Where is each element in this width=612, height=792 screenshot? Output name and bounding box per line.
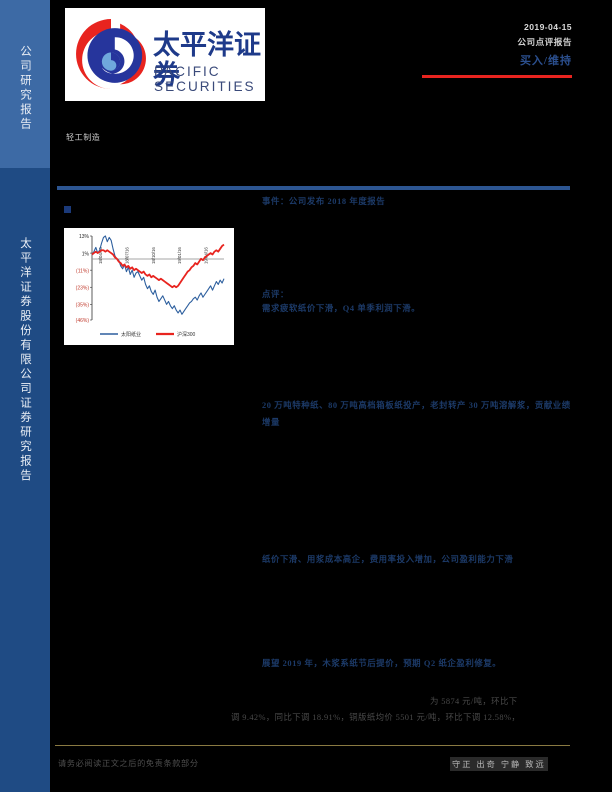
logo-chinese-name: 太平洋证券	[153, 30, 261, 90]
sidebar-bottom-label: 太平洋证券股份有限公司证券研究报告	[19, 236, 31, 484]
sidebar-section-bottom	[0, 168, 50, 792]
margin-paragraph: 纸价下滑、用浆成本高企，费用率投入增加，公司盈利能力下滑	[262, 555, 514, 564]
header-accent-line	[422, 75, 572, 78]
svg-text:沪深300: 沪深300	[177, 331, 196, 338]
header-meta: 2019-04-15 公司点评报告 买入/维持	[362, 22, 572, 68]
svg-text:18/04/16: 18/04/16	[98, 247, 103, 264]
industry-label: 轻工制造	[66, 133, 101, 142]
report-date: 2019-04-15	[524, 22, 572, 32]
svg-text:19/04/16: 19/04/16	[204, 247, 209, 264]
outlook-paragraph: 展望 2019 年，木浆系纸节后提价，预期 Q2 纸企盈利修复。	[262, 659, 502, 668]
stock-performance-chart: 13% 1% (11%) (23%) (35%) (46%) 18/04/16 18/07/…	[64, 228, 234, 345]
svg-text:(23%): (23%)	[76, 285, 90, 291]
company-logo: 太平洋证券 PACIFIC SECURITIES	[65, 8, 265, 101]
svg-text:19/01/16: 19/01/16	[177, 247, 182, 264]
pacific-securities-logo-icon	[76, 19, 146, 89]
price-detail-line-2: 调 9.42%，同比下调 18.91%，铜版纸均价 5501 元/吨，环比下调 …	[231, 713, 521, 722]
svg-text:1%: 1%	[82, 251, 90, 257]
footer-slogan: 守正 出奇 宁静 致远	[450, 757, 548, 771]
section-divider	[57, 186, 570, 190]
left-sidebar: 公司研究报告 太平洋证券股份有限公司证券研究报告	[0, 0, 50, 792]
svg-text:太阳纸业: 太阳纸业	[121, 331, 141, 338]
svg-text:13%: 13%	[79, 234, 90, 240]
sidebar-section-top	[0, 0, 50, 168]
rating-badge: 买入/维持	[519, 55, 572, 67]
svg-text:18/07/16: 18/07/16	[124, 247, 129, 264]
svg-text:(11%): (11%)	[76, 268, 89, 274]
footer-disclaimer: 请务必阅读正文之后的免责条款部分	[58, 759, 199, 768]
comment-line: 需求疲软纸价下滑，Q4 单季利润下滑。	[262, 304, 421, 313]
sidebar-top-label: 公司研究报告	[19, 44, 31, 132]
svg-text:18/10/16: 18/10/16	[151, 247, 156, 264]
chart-canvas: 13% 1% (11%) (23%) (35%) (46%) 18/04/16 18/07/…	[64, 228, 234, 345]
bullet-marker-icon	[64, 206, 71, 213]
price-detail-line-1: 为 5874 元/吨，环比下	[430, 697, 518, 706]
report-type: 公司点评报告	[517, 37, 572, 47]
capacity-paragraph: 20 万吨特种纸、80 万吨高档箱板纸投产，老封转产 30 万吨溶解浆，贡献业绩…	[262, 401, 571, 427]
comment-heading: 点评：	[262, 290, 289, 299]
svg-text:(46%): (46%)	[76, 318, 90, 324]
footer-divider	[55, 745, 570, 747]
event-heading: 事件：公司发布 2018 年度报告	[262, 197, 386, 206]
svg-text:(35%): (35%)	[76, 303, 90, 309]
logo-english-name: PACIFIC SECURITIES	[154, 64, 256, 94]
